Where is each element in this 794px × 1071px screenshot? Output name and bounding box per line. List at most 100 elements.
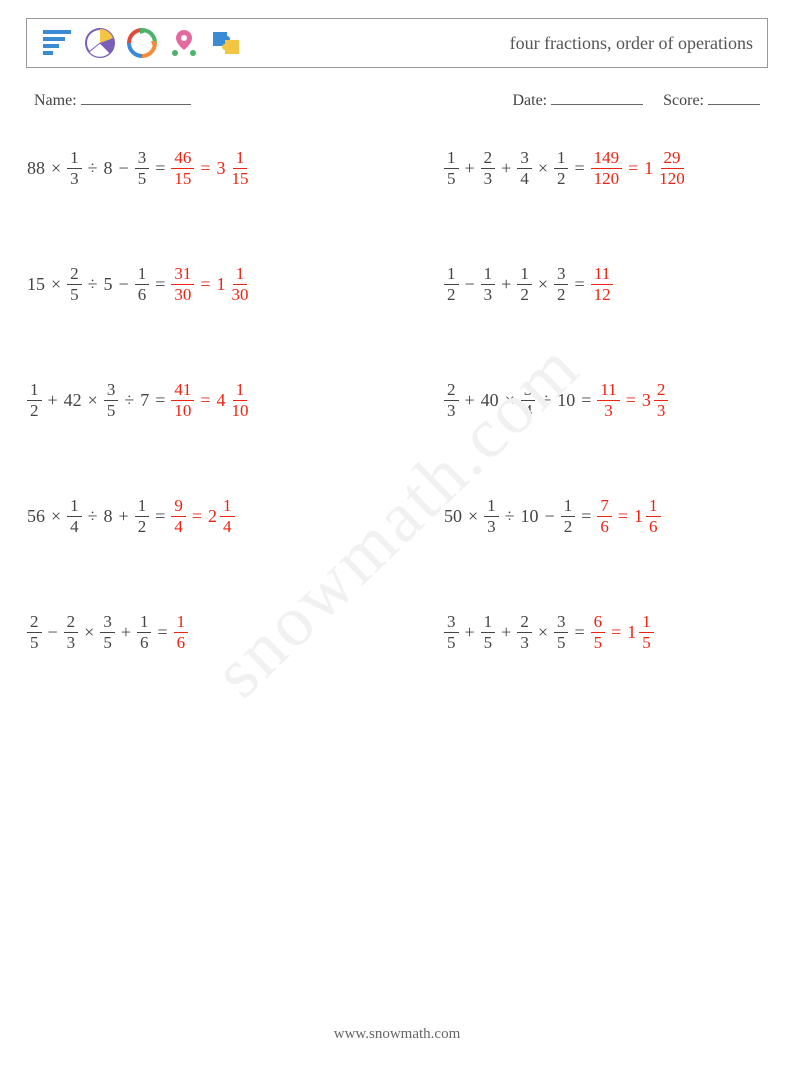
fraction-denominator: 12: [591, 285, 614, 305]
fraction: 15: [481, 612, 496, 652]
operator: +: [465, 622, 475, 643]
problem-col: 12+42×35÷7=4110=4110: [24, 378, 397, 422]
fraction-numerator: 1: [174, 612, 189, 633]
fraction: 12: [554, 148, 569, 188]
fraction-numerator: 1: [67, 496, 82, 517]
fraction-denominator: 5: [100, 633, 115, 653]
fraction-numerator: 1: [233, 148, 248, 169]
fraction-numerator: 1: [67, 148, 82, 169]
cycle-icon: [125, 26, 159, 60]
fraction-numerator: 31: [171, 264, 194, 285]
fraction-numerator: 1: [517, 264, 532, 285]
operator: +: [119, 506, 129, 527]
pin-icon: [167, 26, 201, 60]
fraction: 29120: [656, 148, 688, 188]
fraction-numerator: 7: [597, 496, 612, 517]
problems: 88×13÷8−35=4615=311515+23+34×12=149120=1…: [24, 146, 770, 654]
problem-row: 12+42×35÷7=4110=411023+40×34÷10=113=323: [24, 378, 770, 422]
fraction-numerator: 1: [27, 380, 42, 401]
problem-col: 88×13÷8−35=4615=3115: [24, 146, 397, 190]
operator: +: [121, 622, 131, 643]
fraction-numerator: 3: [104, 380, 119, 401]
fraction-numerator: 1: [481, 264, 496, 285]
fraction-numerator: 1: [554, 148, 569, 169]
fraction: 16: [135, 264, 150, 304]
fraction: 65: [591, 612, 606, 652]
operator: =: [155, 506, 165, 527]
mixed-whole: 2: [208, 506, 217, 527]
fraction-numerator: 2: [64, 612, 79, 633]
fraction-numerator: 3: [554, 264, 569, 285]
problem-col: 35+15+23×35=65=115: [397, 610, 770, 654]
fraction-denominator: 3: [481, 285, 496, 305]
fraction: 15: [639, 612, 654, 652]
fraction-numerator: 1: [444, 264, 459, 285]
fraction: 25: [27, 612, 42, 652]
fraction-denominator: 3: [517, 633, 532, 653]
expression: 35+15+23×35=65=115: [441, 610, 770, 654]
int-value: 42: [64, 390, 82, 411]
fraction: 149120: [591, 148, 623, 188]
operator: =: [155, 158, 165, 179]
fraction: 14: [220, 496, 235, 536]
problem-col: 50×13÷10−12=76=116: [397, 494, 770, 538]
operator: =: [574, 274, 584, 295]
mixed-whole: 1: [217, 274, 226, 295]
fraction: 35: [135, 148, 150, 188]
operator: −: [119, 274, 129, 295]
problem-col: 25−23×35+16=16: [24, 610, 397, 654]
fraction-numerator: 1: [137, 612, 152, 633]
fraction: 35: [100, 612, 115, 652]
operator: ×: [538, 274, 548, 295]
fraction: 15: [444, 148, 459, 188]
operator: +: [465, 390, 475, 411]
mixed-whole: 1: [634, 506, 643, 527]
operator: −: [545, 506, 555, 527]
fraction: 115: [229, 148, 252, 188]
bars-icon: [41, 26, 75, 60]
fraction: 110: [229, 380, 252, 420]
fraction-numerator: 1: [220, 496, 235, 517]
fraction-numerator: 3: [444, 612, 459, 633]
fraction-numerator: 41: [171, 380, 194, 401]
fraction-numerator: 149: [591, 148, 623, 169]
score-label: Score:: [663, 92, 704, 109]
operator: +: [48, 390, 58, 411]
operator: =: [618, 506, 628, 527]
logo-row: [41, 26, 243, 60]
operator: =: [192, 506, 202, 527]
operator: −: [48, 622, 58, 643]
fraction: 13: [484, 496, 499, 536]
name-underline: [81, 90, 191, 105]
fraction-denominator: 4: [521, 401, 536, 421]
page-title: four fractions, order of operations: [510, 33, 753, 54]
name-field: Name:: [34, 90, 191, 110]
fraction-denominator: 10: [171, 401, 194, 421]
mixed-whole: 3: [217, 158, 226, 179]
operator: =: [200, 390, 210, 411]
operator: ×: [468, 506, 478, 527]
operator: ×: [51, 158, 61, 179]
fraction-numerator: 3: [554, 612, 569, 633]
operator: =: [200, 158, 210, 179]
fraction: 23: [654, 380, 669, 420]
fraction-denominator: 120: [591, 169, 623, 189]
int-value: 8: [104, 158, 113, 179]
operator: =: [581, 506, 591, 527]
int-value: 10: [557, 390, 575, 411]
operator: ÷: [505, 506, 515, 527]
fraction: 23: [481, 148, 496, 188]
operator: −: [465, 274, 475, 295]
fraction-denominator: 3: [444, 401, 459, 421]
score-underline: [708, 90, 760, 105]
fraction-denominator: 2: [27, 401, 42, 421]
fraction-denominator: 6: [137, 633, 152, 653]
fraction-numerator: 3: [100, 612, 115, 633]
int-value: 56: [27, 506, 45, 527]
fraction: 35: [554, 612, 569, 652]
fraction: 16: [137, 612, 152, 652]
fraction-denominator: 5: [591, 633, 606, 653]
fraction: 23: [517, 612, 532, 652]
pie-icon: [83, 26, 117, 60]
expression: 56×14÷8+12=94=214: [24, 494, 397, 538]
